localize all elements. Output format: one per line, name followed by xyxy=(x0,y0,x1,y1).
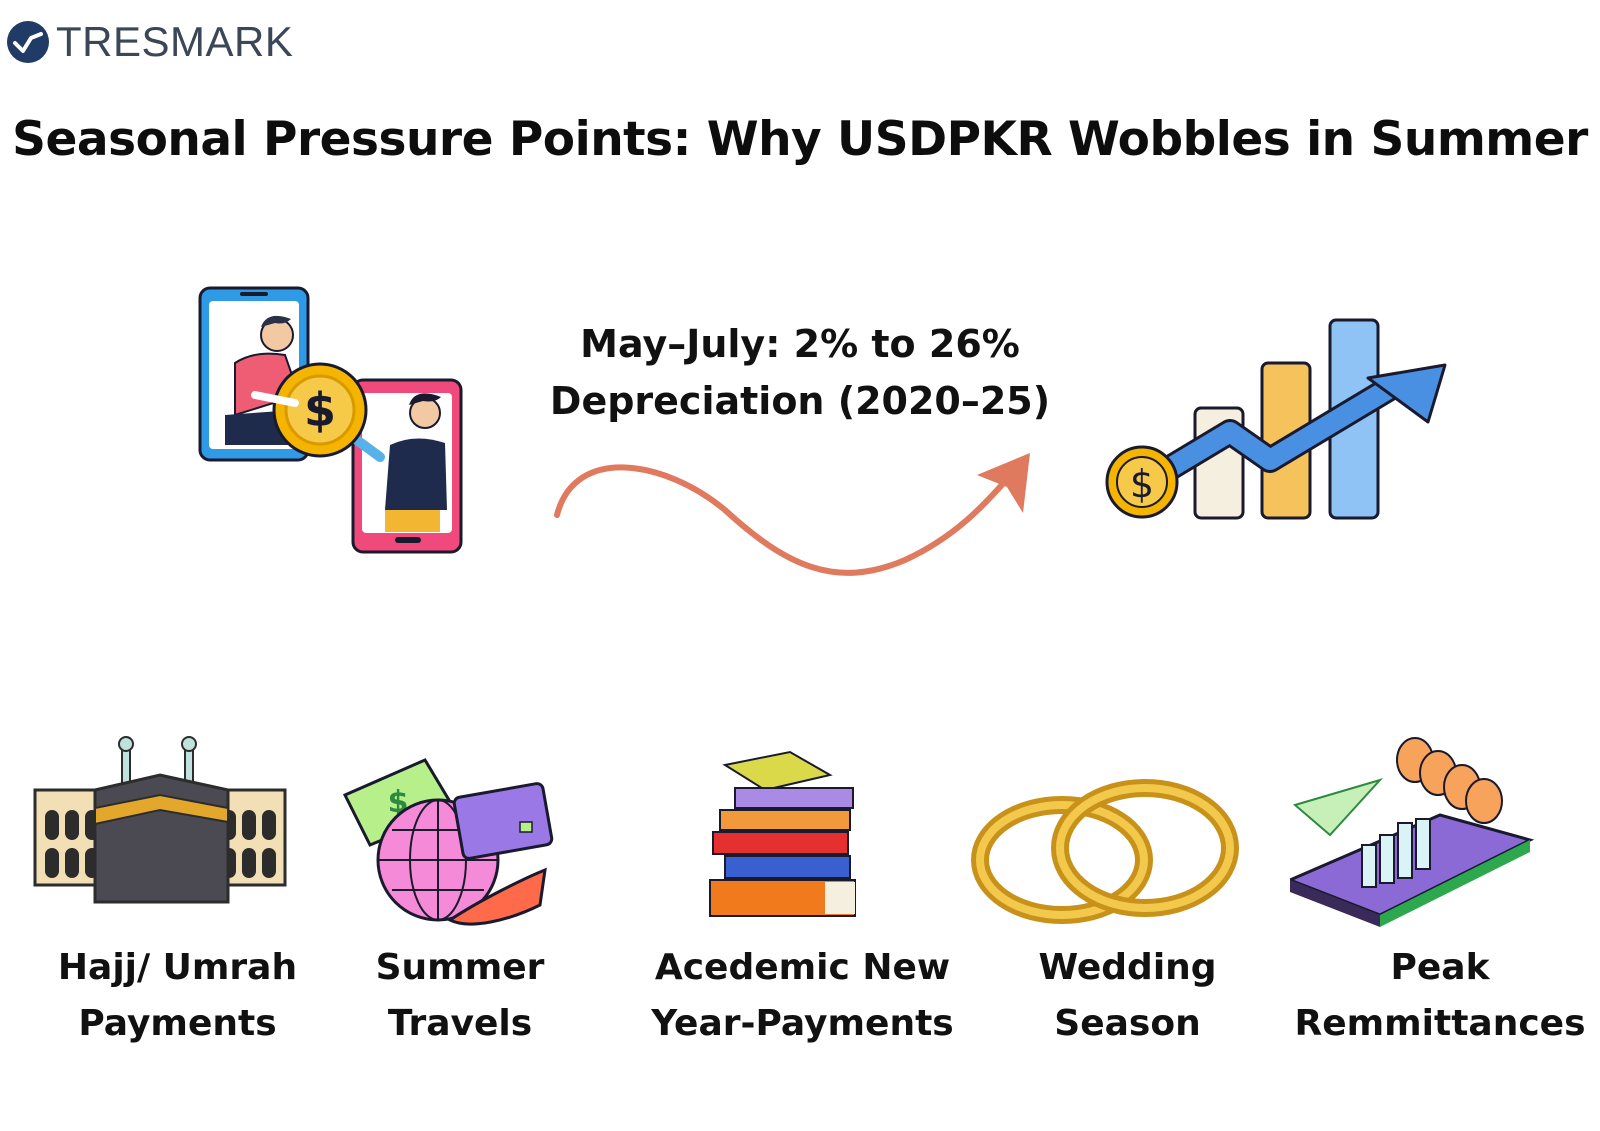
books-stack-icon xyxy=(709,750,856,917)
brand-name: TRESMARK xyxy=(56,18,294,65)
factor-academic-new-year: Acedemic New Year-Payments xyxy=(630,940,975,1052)
depreciation-headline: May–July: 2% to 26% Depreciation (2020–2… xyxy=(540,316,1060,430)
factor-wedding-season: Wedding Season xyxy=(1000,940,1255,1052)
factor-label-line-1: Hajj/ Umrah xyxy=(57,947,298,988)
svg-text:$: $ xyxy=(1130,462,1154,506)
factor-label-line-1: Acedemic New xyxy=(654,947,951,988)
brand-logo: TRESMARK xyxy=(6,18,293,66)
factor-label-line-2: Remmittances xyxy=(1294,1003,1586,1044)
factor-label-line-2: Travels xyxy=(387,1003,533,1044)
factor-hajj-umrah: Hajj/ Umrah Payments xyxy=(40,940,315,1052)
logo-mark-icon xyxy=(7,21,49,63)
kaaba-icon xyxy=(33,736,287,904)
factor-peak-remittances: Peak Remmittances xyxy=(1285,940,1595,1052)
factor-label-line-1: Wedding xyxy=(1038,947,1217,988)
factor-label-line-1: Summer xyxy=(375,947,545,988)
factor-summer-travels: Summer Travels xyxy=(345,940,575,1052)
factor-label-line-2: Payments xyxy=(78,1003,277,1044)
svg-text:$: $ xyxy=(304,383,336,437)
factor-label-line-2: Season xyxy=(1054,1003,1201,1044)
page-title: Seasonal Pressure Points: Why USDPKR Wob… xyxy=(12,112,1588,167)
wavy-upward-arrow-icon xyxy=(554,453,1030,576)
headline-line-2: Depreciation (2020–25) xyxy=(549,379,1051,423)
wedding-rings-icon xyxy=(971,779,1239,924)
phone-money-transfer-icon: $ xyxy=(198,286,463,554)
rising-bar-chart-icon: $ xyxy=(1105,318,1447,520)
factor-label-line-1: Peak xyxy=(1390,947,1490,988)
headline-line-1: May–July: 2% to 26% xyxy=(580,322,1020,366)
travel-globe-icon: $ xyxy=(342,758,554,926)
remittance-phone-icon xyxy=(1290,737,1535,927)
factor-label-line-2: Year-Payments xyxy=(651,1003,954,1044)
